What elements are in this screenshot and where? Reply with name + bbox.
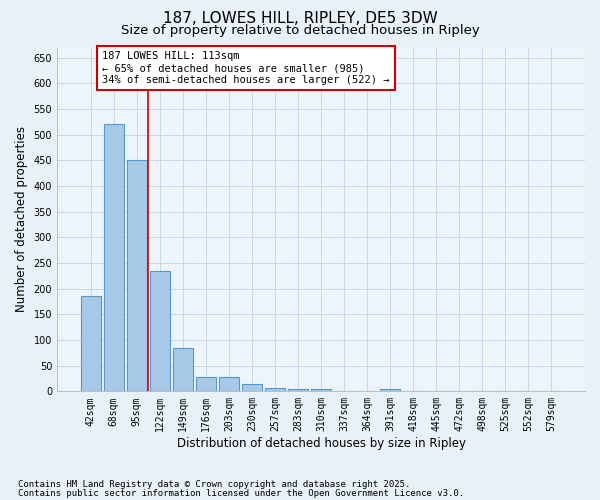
Bar <box>380 389 400 392</box>
Bar <box>311 389 331 392</box>
Bar <box>127 160 146 392</box>
Bar <box>173 348 193 392</box>
Bar <box>541 391 561 392</box>
Text: Size of property relative to detached houses in Ripley: Size of property relative to detached ho… <box>121 24 479 37</box>
Bar <box>81 296 101 392</box>
Text: Contains HM Land Registry data © Crown copyright and database right 2025.: Contains HM Land Registry data © Crown c… <box>18 480 410 489</box>
Bar <box>265 388 285 392</box>
Bar <box>196 377 216 392</box>
Text: 187 LOWES HILL: 113sqm
← 65% of detached houses are smaller (985)
34% of semi-de: 187 LOWES HILL: 113sqm ← 65% of detached… <box>103 52 390 84</box>
X-axis label: Distribution of detached houses by size in Ripley: Distribution of detached houses by size … <box>176 437 466 450</box>
Text: 187, LOWES HILL, RIPLEY, DE5 3DW: 187, LOWES HILL, RIPLEY, DE5 3DW <box>163 11 437 26</box>
Bar <box>104 124 124 392</box>
Bar <box>219 378 239 392</box>
Y-axis label: Number of detached properties: Number of detached properties <box>15 126 28 312</box>
Text: Contains public sector information licensed under the Open Government Licence v3: Contains public sector information licen… <box>18 488 464 498</box>
Bar <box>472 391 492 392</box>
Bar <box>242 384 262 392</box>
Bar <box>150 270 170 392</box>
Bar <box>288 389 308 392</box>
